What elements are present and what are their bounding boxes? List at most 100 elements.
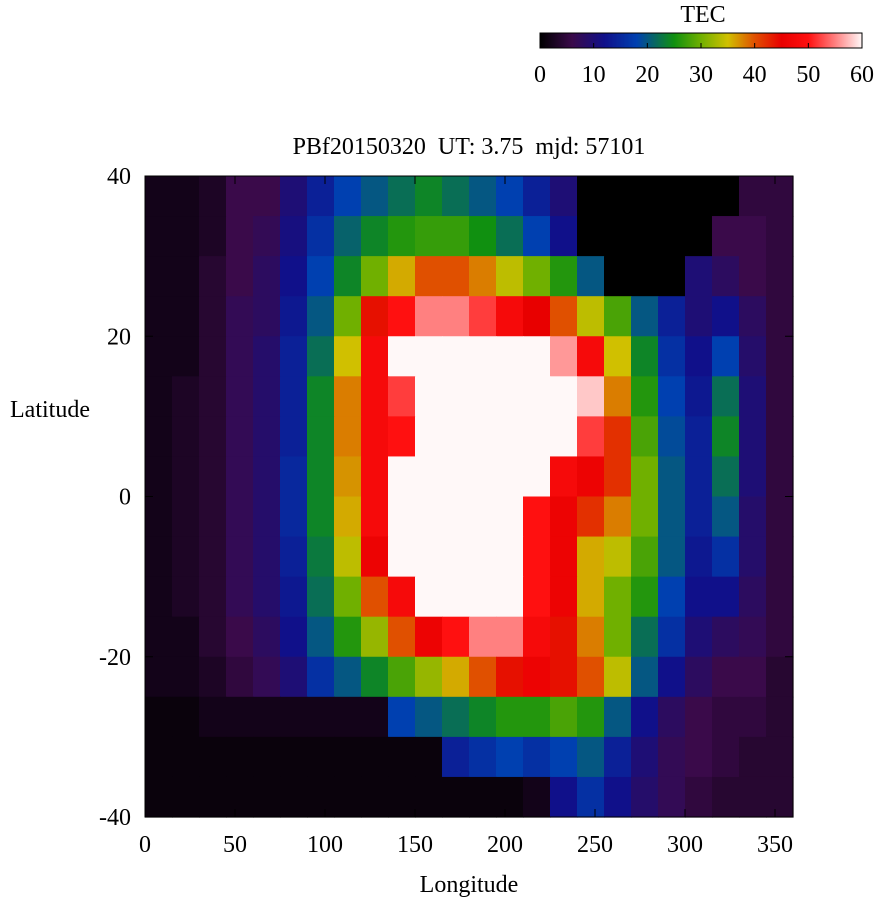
heatmap-cell <box>253 496 281 538</box>
heatmap-cell <box>469 696 497 738</box>
heatmap-cell <box>658 496 686 538</box>
heatmap-cell <box>280 216 308 257</box>
heatmap-cell <box>442 656 470 698</box>
heatmap-cell <box>685 776 713 818</box>
colorbar-tick-label: 0 <box>534 62 546 88</box>
heatmap-cell <box>739 336 767 377</box>
heatmap-cell <box>334 456 362 498</box>
heatmap-cell <box>685 176 713 217</box>
heatmap-cell <box>712 256 740 297</box>
heatmap-cell <box>442 696 470 738</box>
heatmap-cell <box>658 616 686 658</box>
heatmap-cell <box>523 736 551 778</box>
heatmap-cell <box>496 216 524 257</box>
heatmap-cell <box>388 536 416 578</box>
heatmap-cell <box>766 456 794 498</box>
heatmap-cell <box>523 496 551 538</box>
heatmap-cell <box>739 536 767 578</box>
heatmap-cell <box>496 496 524 538</box>
heatmap-cell <box>307 776 335 818</box>
x-axis-label: Longitude <box>420 872 519 898</box>
heatmap-cell <box>496 416 524 458</box>
heatmap-cell <box>550 296 578 337</box>
heatmap-cell <box>388 376 416 417</box>
heatmap-cell <box>280 416 308 458</box>
heatmap-cell <box>415 376 443 417</box>
heatmap-cell <box>361 336 389 377</box>
heatmap-cell <box>631 216 659 257</box>
heatmap-cell <box>388 176 416 217</box>
heatmap-cell <box>712 656 740 698</box>
heatmap-cell <box>226 656 254 698</box>
heatmap-cell <box>550 416 578 458</box>
heatmap-cell <box>712 696 740 738</box>
heatmap-cell <box>145 616 173 658</box>
heatmap-cell <box>469 776 497 818</box>
heatmap-cell <box>388 296 416 337</box>
heatmap-cell <box>658 696 686 738</box>
heatmap-cell <box>199 256 227 297</box>
heatmap-cell <box>388 256 416 297</box>
heatmap-cell <box>469 416 497 458</box>
colorbar-tick-label: 50 <box>796 62 820 88</box>
heatmap-cell <box>658 216 686 257</box>
heatmap-cell <box>766 576 794 618</box>
heatmap-cell <box>550 336 578 377</box>
heatmap-cell <box>415 296 443 337</box>
heatmap-cell <box>523 456 551 498</box>
heatmap-cell <box>280 256 308 297</box>
heatmap-cell <box>199 536 227 578</box>
heatmap-cell <box>739 576 767 618</box>
heatmap-cell <box>253 616 281 658</box>
heatmap-cell <box>685 576 713 618</box>
heatmap-cell <box>307 176 335 217</box>
heatmap-cell <box>361 616 389 658</box>
heatmap-cell <box>550 576 578 618</box>
heatmap-cell <box>172 416 200 458</box>
heatmap-cell <box>280 656 308 698</box>
heatmap-cell <box>199 376 227 417</box>
heatmap-cell <box>253 256 281 297</box>
heatmap-cell <box>145 216 173 257</box>
heatmap-cell <box>685 536 713 578</box>
heatmap-cell <box>712 376 740 417</box>
heatmap-cell <box>739 456 767 498</box>
heatmap-cell <box>631 736 659 778</box>
heatmap-cell <box>415 696 443 738</box>
heatmap-cell <box>739 616 767 658</box>
heatmap-cell <box>523 216 551 257</box>
heatmap-cell <box>145 416 173 458</box>
heatmap-cell <box>172 336 200 377</box>
heatmap-cell <box>361 496 389 538</box>
heatmap-cell <box>199 216 227 257</box>
heatmap-cell <box>280 336 308 377</box>
heatmap-cell <box>280 496 308 538</box>
heatmap-cell <box>631 256 659 297</box>
heatmap-cell <box>334 536 362 578</box>
heatmap-cell <box>361 376 389 417</box>
heatmap-cell <box>604 416 632 458</box>
heatmap-cell <box>712 216 740 257</box>
heatmap-cell <box>307 296 335 337</box>
heatmap-cell <box>361 696 389 738</box>
heatmap-cell <box>361 296 389 337</box>
heatmap-cell <box>712 496 740 538</box>
heatmap-cell <box>226 456 254 498</box>
heatmap-cell <box>631 576 659 618</box>
heatmap-cell <box>361 456 389 498</box>
heatmap-cell <box>226 416 254 458</box>
heatmap-cell <box>415 256 443 297</box>
heatmap-cell <box>523 656 551 698</box>
heatmap-cell <box>685 656 713 698</box>
heatmap-cell <box>145 736 173 778</box>
heatmap-cell <box>469 536 497 578</box>
heatmap-cell <box>334 496 362 538</box>
heatmap-cell <box>658 776 686 818</box>
heatmap-cell <box>253 456 281 498</box>
heatmap-cell <box>172 656 200 698</box>
heatmap-cell <box>334 216 362 257</box>
heatmap-cell <box>712 576 740 618</box>
heatmap-cell <box>388 496 416 538</box>
heatmap-cell <box>442 616 470 658</box>
heatmap-cell <box>766 216 794 257</box>
